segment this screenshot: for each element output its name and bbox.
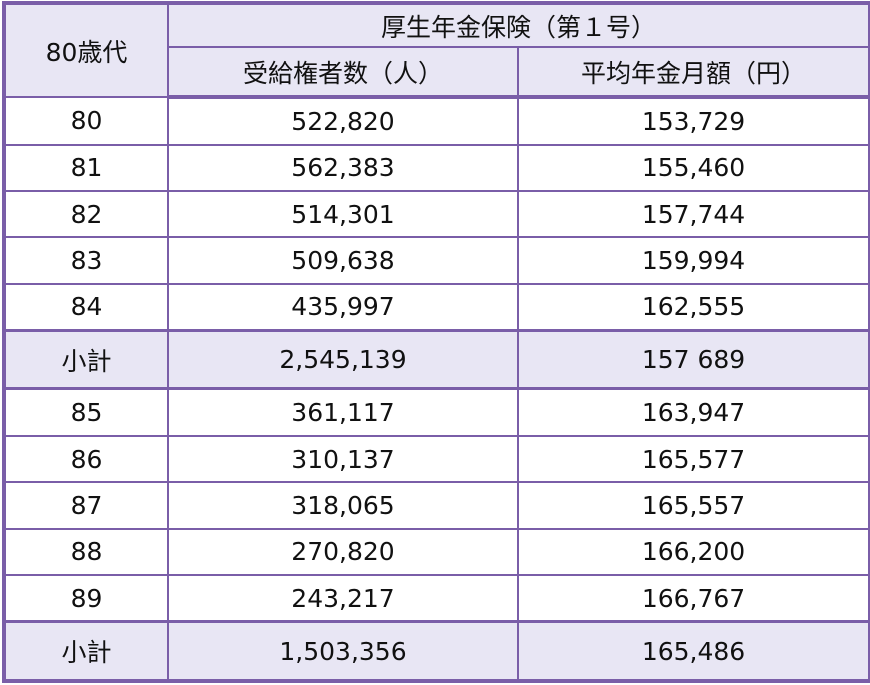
corner-header: 80歳代 [3,1,169,98]
age-cell: 81 [3,143,169,193]
age-cell: 小計 [3,620,169,683]
value-cell: 157,744 [516,190,870,239]
value-cell: 2,545,139 [167,329,519,391]
age-cell: 82 [3,190,169,239]
value-cell: 153,729 [516,96,870,146]
value-cell: 514,301 [167,190,519,239]
value-cell: 163,947 [516,387,870,438]
value-cell: 155,460 [516,143,870,193]
value-cell: 270,820 [167,527,519,576]
data-row: 85 361,117 163,947 [3,387,870,438]
age-cell: 80 [3,96,169,146]
age-cell: 84 [3,282,169,332]
value-cell: 165,577 [516,435,870,484]
data-row: 87 318,065 165,557 [3,481,870,530]
subtotal-row: 小計 1,503,356 165,486 [3,620,870,683]
value-cell: 310,137 [167,435,519,484]
data-row: 84 435,997 162,555 [3,282,870,332]
value-cell: 165,557 [516,481,870,530]
value-cell: 435,997 [167,282,519,332]
value-cell: 157 689 [516,329,870,391]
value-cell: 159,994 [516,236,870,285]
column-header: 平均年金月額（円） [516,46,870,99]
age-cell: 83 [3,236,169,285]
data-row: 89 243,217 166,767 [3,573,870,623]
value-cell: 562,383 [167,143,519,193]
column-header: 受給権者数（人） [167,46,519,99]
age-cell: 小計 [3,329,169,391]
data-row: 86 310,137 165,577 [3,435,870,484]
data-row: 83 509,638 159,994 [3,236,870,285]
subtotal-row: 小計 2,545,139 157 689 [3,329,870,391]
age-cell: 85 [3,387,169,438]
value-cell: 509,638 [167,236,519,285]
value-cell: 361,117 [167,387,519,438]
value-cell: 162,555 [516,282,870,332]
age-cell: 88 [3,527,169,576]
age-cell: 89 [3,573,169,623]
group-header: 厚生年金保険（第１号） [166,1,870,48]
data-row: 88 270,820 166,200 [3,527,870,576]
value-cell: 165,486 [516,620,870,683]
age-cell: 87 [3,481,169,530]
data-row: 81 562,383 155,460 [3,143,870,193]
value-cell: 243,217 [167,573,519,623]
value-cell: 522,820 [167,96,519,146]
value-cell: 166,200 [516,527,870,576]
age-cell: 86 [3,435,169,484]
value-cell: 318,065 [167,481,519,530]
data-row: 80 522,820 153,729 [3,96,870,146]
table-body: 80 522,820 153,729 81 562,383 155,460 82 514,30… [3,96,870,683]
value-cell: 166,767 [516,573,870,623]
header-row: 受給権者数（人） 平均年金月額（円） [4,46,870,99]
header-row: 80歳代 厚生年金保険（第１号） [3,1,870,98]
data-row: 82 514,301 157,744 [3,190,870,239]
value-cell: 1,503,356 [167,620,519,683]
